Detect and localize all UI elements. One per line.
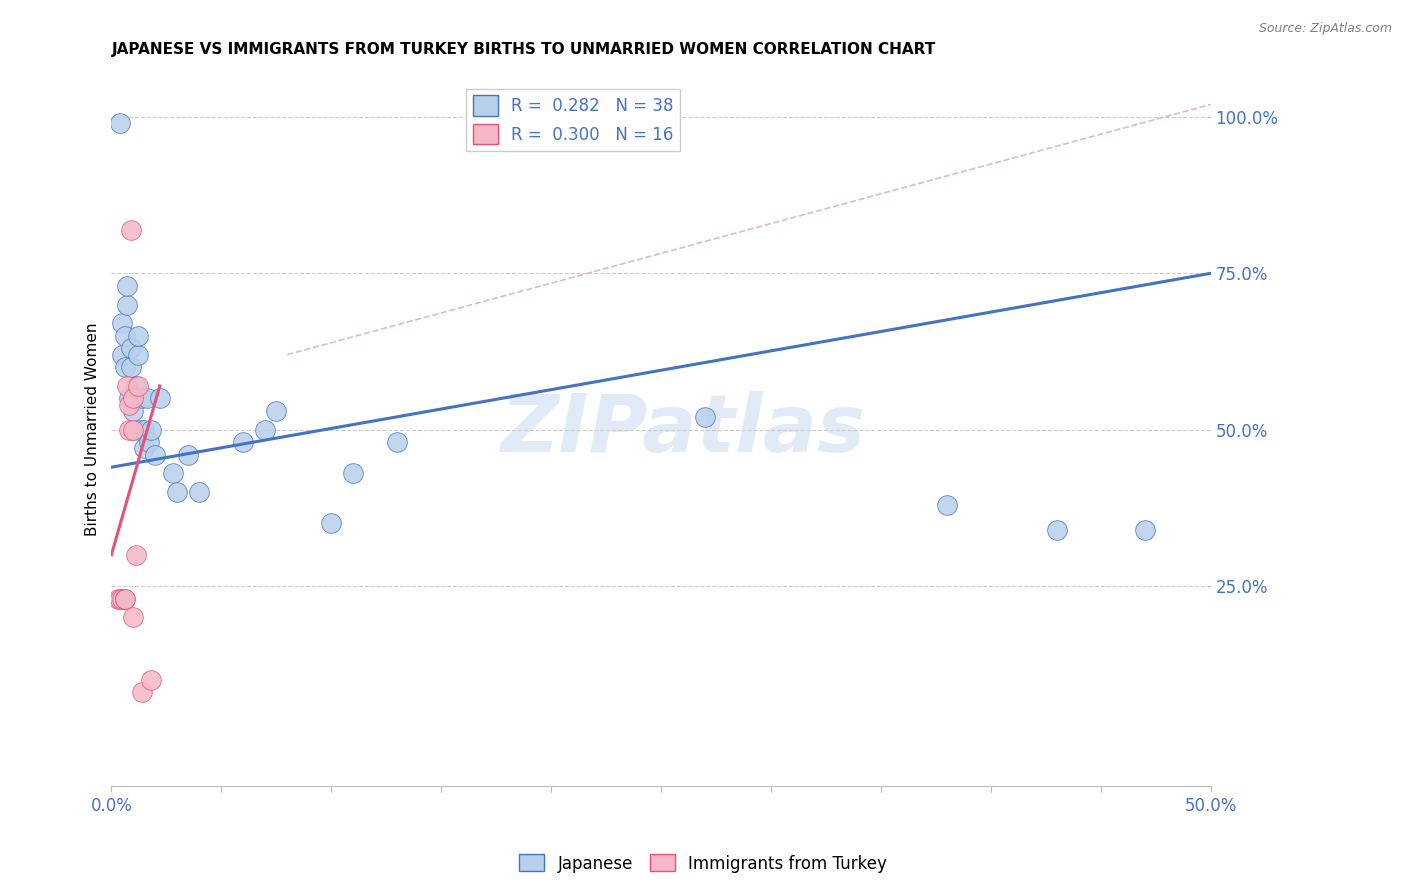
Point [122,423,145,437]
Point [124,379,146,393]
Point [108,116,131,130]
Point [145,448,167,462]
Point [139,423,162,437]
Point [122,610,145,624]
Point [935,498,957,512]
Text: JAPANESE VS IMMIGRANTS FROM TURKEY BIRTHS TO UNMARRIED WOMEN CORRELATION CHART: JAPANESE VS IMMIGRANTS FROM TURKEY BIRTH… [111,42,935,57]
Point [693,410,716,425]
Point [127,329,149,343]
Point [122,404,145,418]
Point [115,379,138,393]
Point [134,442,156,456]
Point [149,392,172,406]
Point [1046,523,1069,537]
Point [166,485,188,500]
Point [114,329,136,343]
Point [135,392,157,406]
Text: Source: ZipAtlas.com: Source: ZipAtlas.com [1258,22,1392,36]
Point [122,423,145,437]
Point [114,360,136,375]
Point [107,591,129,606]
Legend: Japanese, Immigrants from Turkey: Japanese, Immigrants from Turkey [513,847,893,880]
Point [118,398,141,412]
Point [134,423,156,437]
Point [114,591,136,606]
Point [115,297,138,311]
Point [118,392,141,406]
Point [127,348,149,362]
Point [342,467,364,481]
Point [162,467,184,481]
Point [129,423,152,437]
Y-axis label: Births to Unmarried Women: Births to Unmarried Women [86,323,100,536]
Point [111,591,134,606]
Point [111,348,134,362]
Point [138,435,160,450]
Point [118,423,141,437]
Point [122,392,145,406]
Text: ZIPatlas: ZIPatlas [501,391,866,468]
Point [131,392,153,406]
Point [254,423,277,437]
Point [387,435,409,450]
Point [115,278,138,293]
Legend: R =  0.282   N = 38, R =  0.300   N = 16: R = 0.282 N = 38, R = 0.300 N = 16 [465,88,681,151]
Point [177,448,200,462]
Point [188,485,211,500]
Point [266,404,288,418]
Point [120,360,142,375]
Point [131,685,153,699]
Point [114,591,136,606]
Point [120,222,142,236]
Point [232,435,254,450]
Point [108,591,131,606]
Point [139,673,162,687]
Point [1133,523,1156,537]
Point [120,342,142,356]
Point [124,548,146,562]
Point [321,516,343,531]
Point [111,317,134,331]
Point [127,379,149,393]
